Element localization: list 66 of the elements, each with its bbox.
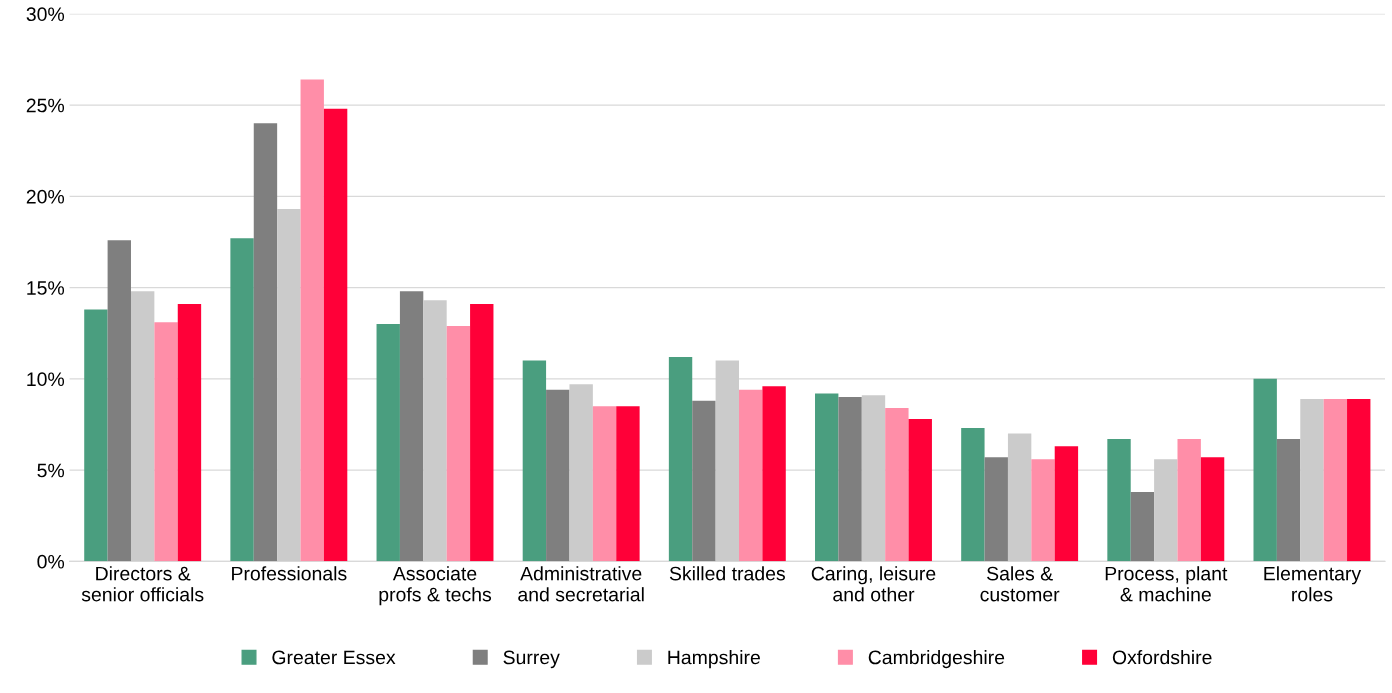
bar: [376, 324, 400, 562]
y-tick-label: 0%: [37, 554, 65, 569]
bar: [1177, 439, 1201, 562]
bar: [1200, 457, 1225, 562]
x-tick-label: Sales & customer: [980, 566, 1060, 602]
bar: [300, 79, 324, 562]
bar: [546, 389, 570, 562]
bar: [154, 322, 178, 562]
bar: [1276, 439, 1301, 562]
bar: [446, 325, 471, 562]
x-tick-label: Caring, leisure and other: [811, 566, 936, 602]
bar: [1154, 459, 1178, 562]
bar: [1253, 378, 1277, 562]
bar: [177, 304, 202, 562]
bar: [762, 386, 786, 562]
x-tick-label: Associate profs & techs: [379, 566, 492, 606]
y-tick-label: 15%: [27, 281, 65, 295]
bar: [1031, 459, 1055, 562]
bar: [84, 309, 108, 562]
x-tick-label: Skilled trades: [669, 566, 785, 581]
bar: [739, 389, 763, 562]
y-tick-label: 25%: [26, 98, 65, 113]
bar: [423, 300, 447, 562]
y-tick-label: 30%: [26, 7, 65, 22]
legend-label: Cambridgeshire: [868, 650, 1005, 669]
bar: [1054, 446, 1079, 562]
bar: [107, 240, 131, 562]
x-tick-label: Directors & senior officials: [81, 566, 204, 602]
bar: [668, 356, 693, 562]
y-tick-label: 20%: [26, 189, 65, 204]
bar: [1107, 439, 1131, 562]
bar: [715, 360, 740, 562]
bar: [470, 304, 494, 562]
bar: [692, 400, 716, 562]
bar: [1130, 491, 1155, 562]
bar: [1300, 398, 1324, 562]
bar: [1323, 398, 1348, 562]
bar: [984, 457, 1008, 562]
x-tick-label: Administrative and secretarial: [518, 566, 644, 602]
bar: [1347, 398, 1371, 562]
bar: [616, 406, 640, 562]
y-tick-label: 5%: [37, 463, 65, 478]
bar: [838, 397, 862, 562]
legend-label: Greater Essex: [272, 650, 396, 665]
legend-label: Surrey: [503, 650, 560, 669]
bar: [885, 408, 909, 562]
x-tick-label: Process, plant & machine: [1105, 566, 1228, 602]
bar: [277, 209, 301, 562]
bar: [815, 393, 839, 562]
bar: [130, 291, 155, 562]
bar: [399, 291, 424, 562]
bar: [253, 123, 278, 562]
legend-label: Oxfordshire: [1112, 650, 1212, 665]
bar: [569, 384, 593, 562]
bar: [961, 428, 985, 562]
legend-label: Hampshire: [668, 650, 760, 669]
x-tick-label: Elementary roles: [1264, 566, 1362, 602]
bar: [230, 238, 254, 562]
bar: [323, 108, 348, 562]
bar: [861, 395, 886, 562]
bar: [1007, 433, 1032, 562]
bar: [592, 406, 617, 562]
y-tick-label: 10%: [27, 372, 65, 387]
bar: [522, 360, 547, 562]
x-tick-label: Professionals: [232, 566, 347, 581]
bar: [908, 418, 932, 562]
